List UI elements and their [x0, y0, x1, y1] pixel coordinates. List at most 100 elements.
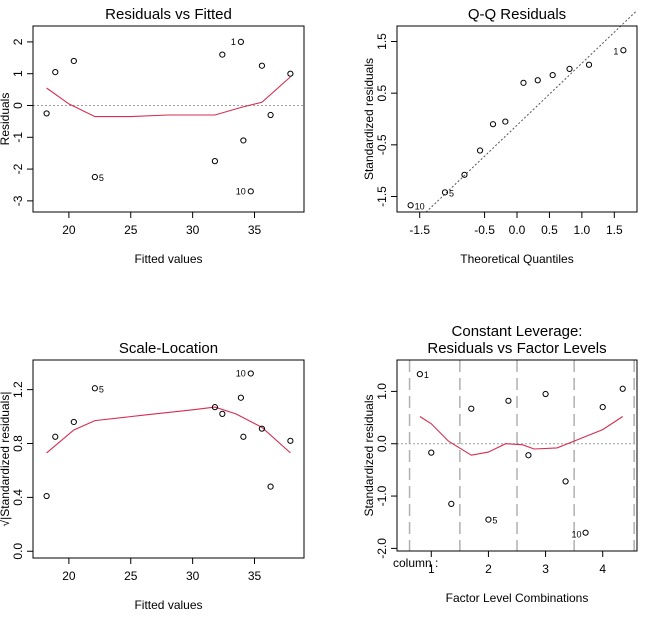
x-tick-label: 20 [62, 569, 76, 583]
data-point [520, 79, 527, 86]
data-point [582, 529, 589, 536]
data-point [549, 71, 556, 79]
x-axis-label: Fitted values [134, 598, 202, 612]
point-label: 10 [572, 530, 582, 540]
data-point [240, 433, 247, 440]
y-tick-label: 1 [11, 70, 25, 77]
y-tick-label: -2 [11, 163, 25, 174]
x-tick-label: 3 [542, 562, 549, 576]
y-tick-label: -1.5 [375, 186, 389, 207]
x-tick-label: 25 [124, 569, 138, 583]
data-point [287, 437, 294, 444]
y-axis-label: Residuals [0, 93, 12, 146]
qq-reference-line [425, 10, 637, 212]
x-tick-label: 30 [186, 223, 200, 237]
x-tick-label: 0.0 [509, 223, 526, 237]
point-label: 10 [236, 368, 246, 378]
x-tick-label: 2 [485, 562, 492, 576]
point-label: 5 [99, 173, 104, 183]
x-tick-label: 30 [186, 569, 200, 583]
data-point [585, 61, 593, 68]
x-tick-label: 20 [62, 223, 76, 237]
data-point [211, 404, 219, 411]
data-point [525, 452, 532, 459]
chart-title: Constant Leverage: [452, 323, 583, 340]
data-point [247, 370, 254, 377]
data-point [502, 118, 509, 125]
data-point [237, 394, 244, 401]
y-axis-label: Standardized residuals [362, 394, 376, 516]
y-tick-label: 1.2 [11, 381, 25, 398]
data-point [237, 38, 244, 45]
y-axis-label: √|Standardized residuals| [0, 392, 12, 527]
y-tick-label: -3 [11, 195, 25, 206]
x-tick-label: 1.5 [606, 223, 623, 237]
factor-label: column : [393, 556, 438, 570]
x-tick-label: 25 [124, 223, 138, 237]
y-tick-label: 0.4 [11, 489, 25, 506]
data-point [407, 202, 414, 209]
data-point [211, 158, 219, 165]
x-tick-label: 1 [428, 562, 435, 576]
data-point [566, 65, 573, 72]
chart-title: Residuals vs Fitted [105, 6, 232, 23]
smoother-line [419, 416, 624, 456]
data-point [505, 397, 512, 404]
data-point [219, 410, 226, 417]
x-axis-label: Factor Level Combinations [446, 591, 589, 605]
point-label: 10 [236, 186, 246, 196]
point-label: 5 [492, 516, 497, 526]
y-axis-label: Standardized residuals [362, 58, 376, 180]
chart-title: Scale-Location [119, 340, 218, 357]
data-point [485, 516, 492, 523]
data-point [267, 483, 274, 490]
y-tick-label: 0.0 [11, 543, 25, 560]
data-point [489, 121, 497, 128]
data-point [562, 478, 569, 485]
panel-p4: Constant Leverage:Residuals vs Factor Le… [362, 323, 638, 605]
data-point [52, 69, 59, 76]
data-point [461, 171, 468, 178]
chart-title: Q-Q Residuals [468, 6, 566, 23]
data-point [620, 47, 627, 54]
data-point [542, 390, 549, 398]
x-tick-label: 4 [599, 562, 606, 576]
data-point [70, 418, 77, 426]
data-point [534, 77, 541, 84]
y-tick-label: 1.5 [375, 33, 389, 50]
data-point [258, 62, 266, 69]
y-tick-label: 0.8 [11, 435, 25, 452]
smoother-line [46, 76, 291, 118]
y-tick-label: -1 [11, 132, 25, 143]
data-point [428, 449, 435, 456]
y-tick-label: 0.0 [375, 435, 389, 452]
point-label: 10 [415, 201, 425, 211]
data-point [441, 189, 449, 196]
panel-p2: Q-Q Residuals 10 5 1 -1.5 -0.5 0.0 0.5 1.0 1.5 -1.… [362, 6, 638, 266]
data-point [240, 137, 247, 144]
y-tick-label: -1.0 [375, 485, 389, 506]
plot-frame [32, 25, 305, 213]
data-point [52, 433, 59, 440]
y-tick-label: 2 [11, 38, 25, 45]
data-point [258, 425, 266, 432]
data-point [267, 111, 274, 119]
y-tick-label: -0.5 [375, 134, 389, 155]
data-point [416, 371, 423, 378]
x-axis-label: Fitted values [134, 252, 202, 266]
data-point [91, 173, 98, 181]
point-label: 5 [449, 188, 454, 198]
data-point [219, 51, 226, 58]
x-tick-label: 35 [248, 223, 262, 237]
y-tick-label: 0 [11, 102, 25, 109]
y-tick-label: 0.5 [375, 85, 389, 102]
point-label: 1 [613, 46, 618, 56]
data-point [43, 492, 50, 500]
x-tick-label: 35 [248, 569, 262, 583]
plot-frame [32, 359, 305, 559]
data-point [91, 385, 98, 392]
point-label: 1 [231, 37, 236, 47]
panel-p3: Scale-Location 5 10 20 25 30 35 0.0 0.4 0.8 1.2 Fit… [0, 340, 305, 612]
data-point [476, 147, 484, 154]
point-label: 1 [424, 370, 429, 380]
